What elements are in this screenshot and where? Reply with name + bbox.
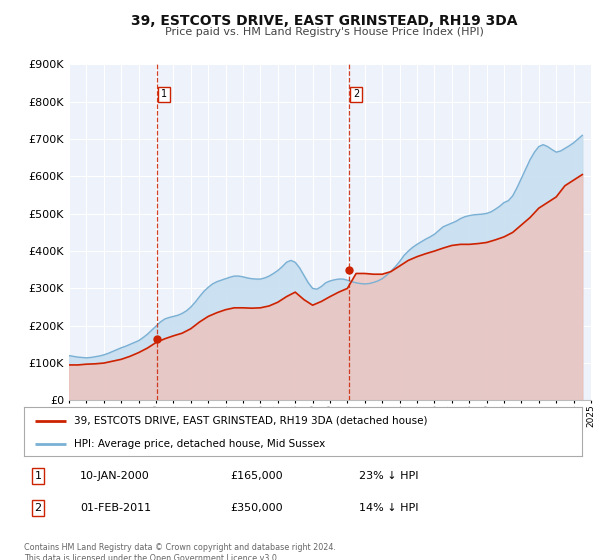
Text: £350,000: £350,000 <box>230 503 283 513</box>
Text: 39, ESTCOTS DRIVE, EAST GRINSTEAD, RH19 3DA (detached house): 39, ESTCOTS DRIVE, EAST GRINSTEAD, RH19 … <box>74 416 428 426</box>
Text: 1: 1 <box>161 89 167 99</box>
Text: 2: 2 <box>34 503 41 513</box>
Text: HPI: Average price, detached house, Mid Sussex: HPI: Average price, detached house, Mid … <box>74 439 325 449</box>
Text: £165,000: £165,000 <box>230 471 283 481</box>
Text: Price paid vs. HM Land Registry's House Price Index (HPI): Price paid vs. HM Land Registry's House … <box>164 27 484 37</box>
Text: 14% ↓ HPI: 14% ↓ HPI <box>359 503 418 513</box>
Text: 39, ESTCOTS DRIVE, EAST GRINSTEAD, RH19 3DA: 39, ESTCOTS DRIVE, EAST GRINSTEAD, RH19 … <box>131 14 517 28</box>
Text: 10-JAN-2000: 10-JAN-2000 <box>80 471 149 481</box>
Text: 2: 2 <box>353 89 359 99</box>
Text: 01-FEB-2011: 01-FEB-2011 <box>80 503 151 513</box>
Text: 23% ↓ HPI: 23% ↓ HPI <box>359 471 418 481</box>
Text: Contains HM Land Registry data © Crown copyright and database right 2024.
This d: Contains HM Land Registry data © Crown c… <box>24 543 336 560</box>
Text: 1: 1 <box>34 471 41 481</box>
